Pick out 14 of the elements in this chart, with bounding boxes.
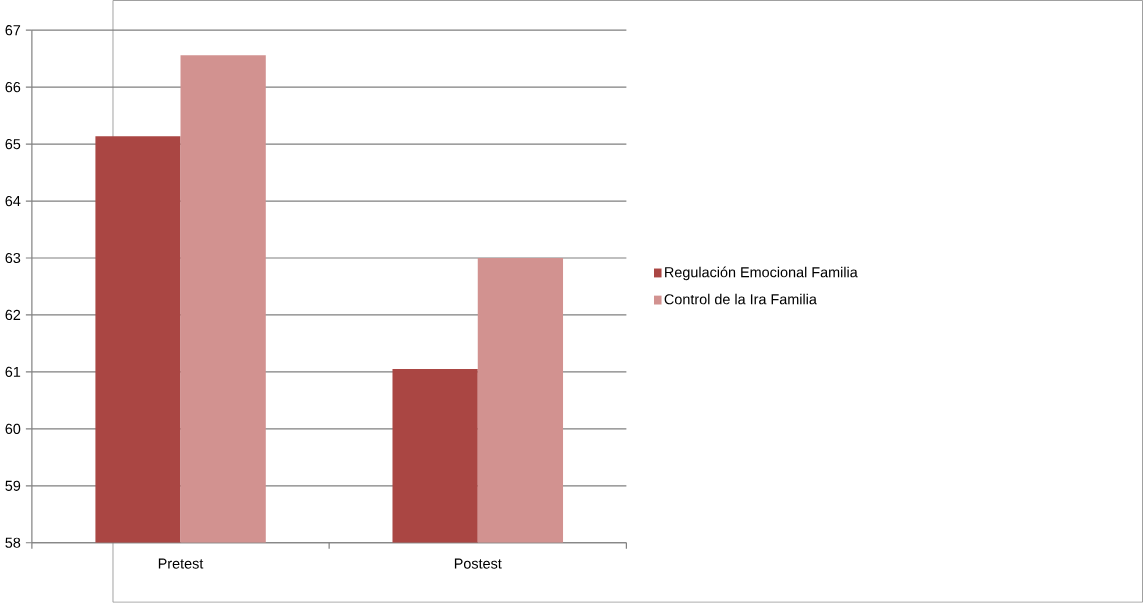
legend-label: Regulación Emocional Familia xyxy=(665,266,858,281)
x-tick-label: Pretest xyxy=(158,558,204,569)
y-tick-label: 66 xyxy=(5,82,21,93)
y-tick-label: 67 xyxy=(5,25,21,36)
y-tick-label: 64 xyxy=(5,196,21,207)
y-tick-label: 65 xyxy=(5,139,21,150)
y-tick-label: 58 xyxy=(5,537,21,548)
y-tick-label: 60 xyxy=(5,423,21,435)
y-tick-label: 63 xyxy=(5,253,21,264)
y-tick-label: 62 xyxy=(5,310,21,321)
y-tick-label: 61 xyxy=(5,366,21,378)
x-tick-label: Postest xyxy=(454,558,502,569)
y-tick-label: 59 xyxy=(5,480,21,492)
legend-label: Control de la Ira Familia xyxy=(664,293,817,305)
